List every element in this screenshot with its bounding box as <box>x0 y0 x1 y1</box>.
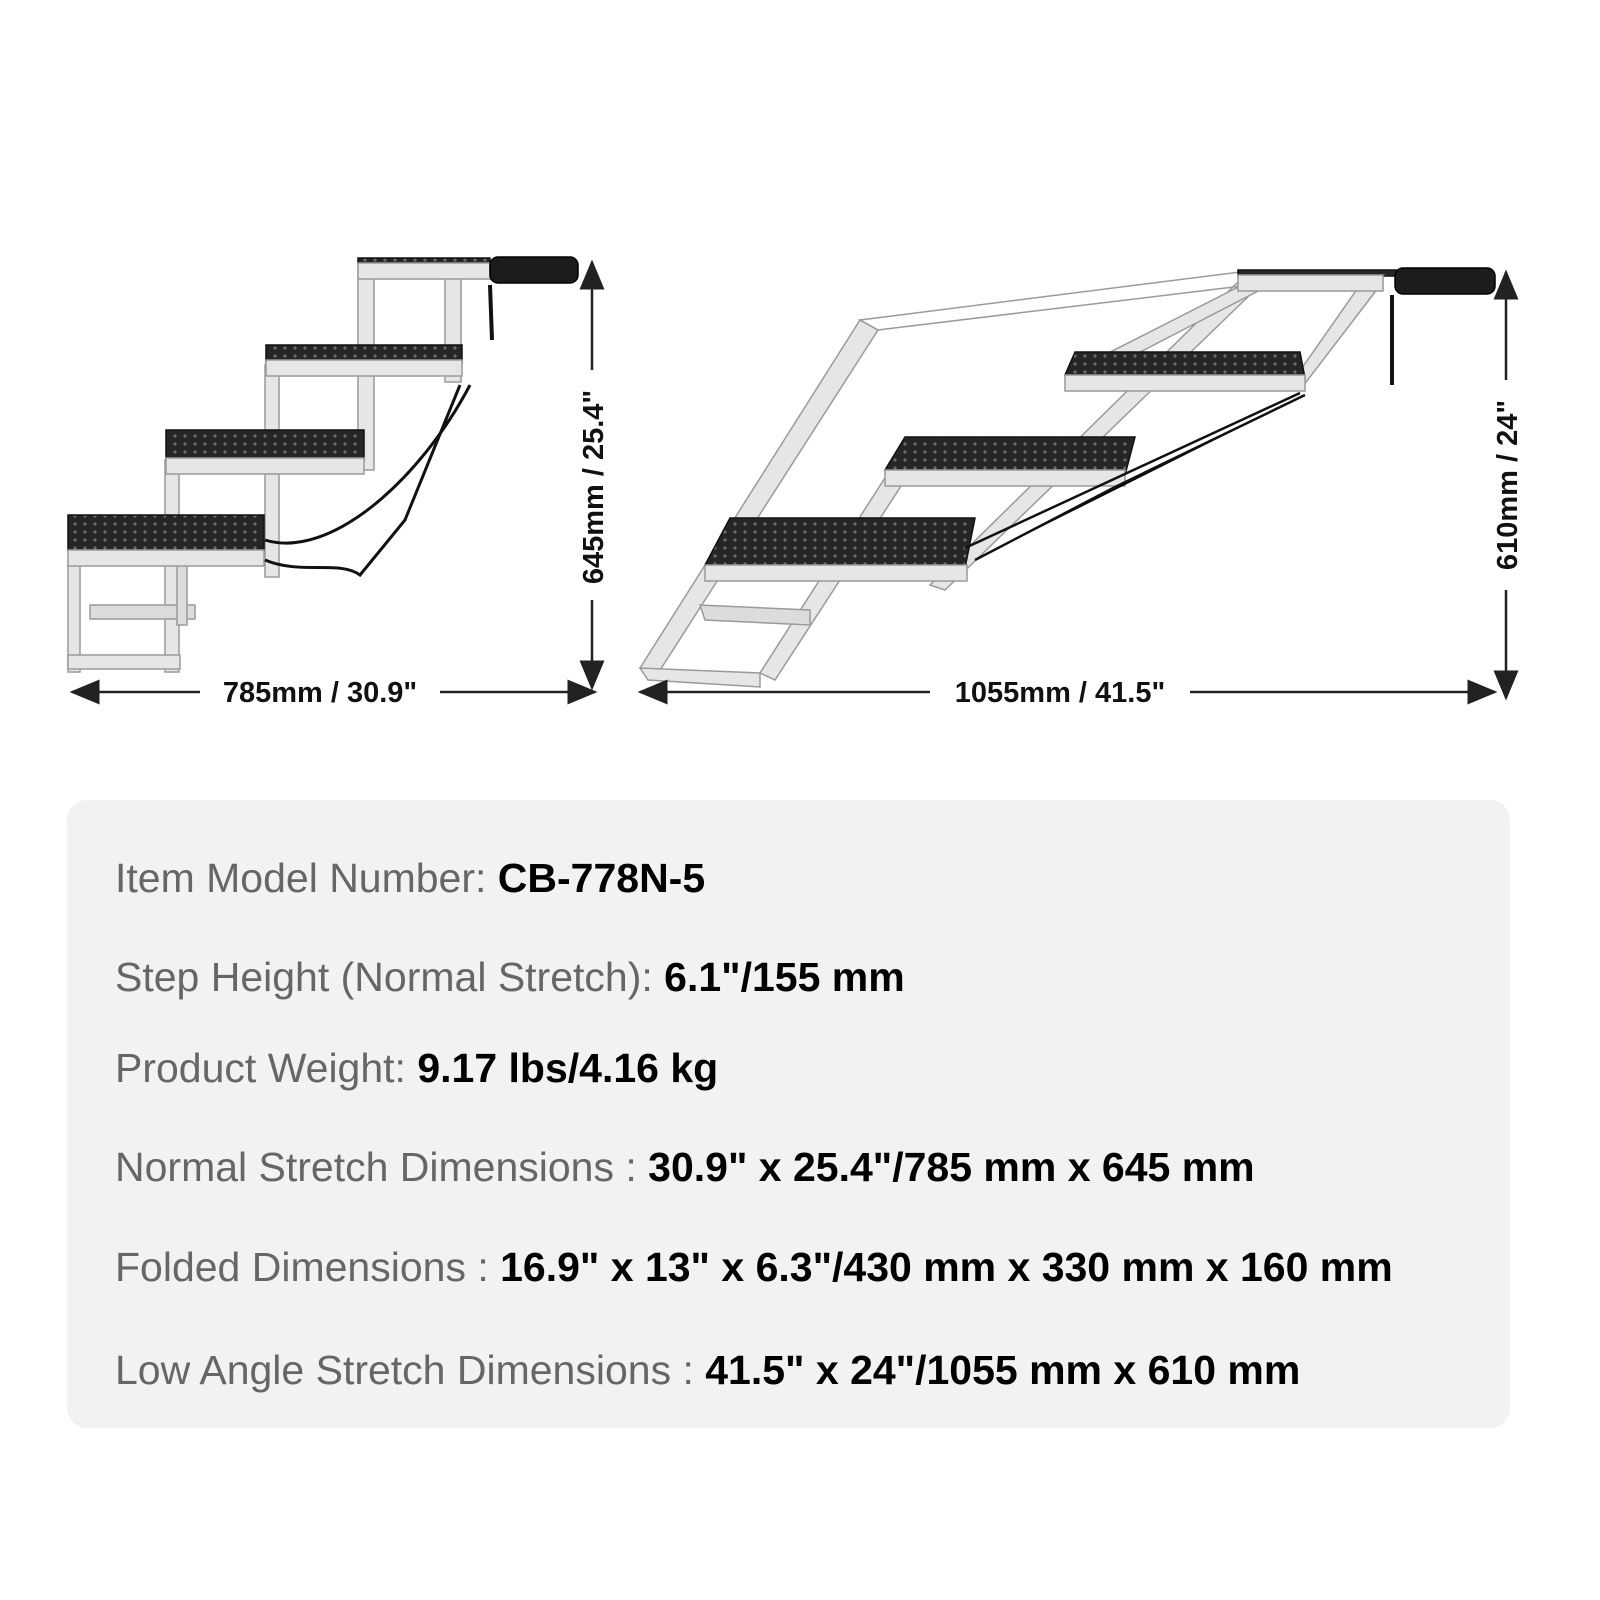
spec-value: 41.5" x 24"/1055 mm x 610 mm <box>705 1347 1301 1393</box>
spec-normal-dimensions: Normal Stretch Dimensions : 30.9" x 25.4… <box>115 1147 1255 1188</box>
spec-weight: Product Weight: 9.17 lbs/4.16 kg <box>115 1048 718 1089</box>
spec-folded-dimensions: Folded Dimensions : 16.9" x 13" x 6.3"/4… <box>115 1247 1393 1288</box>
spec-value: 16.9" x 13" x 6.3"/430 mm x 330 mm x 160… <box>500 1244 1393 1290</box>
product-dimension-drawing: 785mm / 30.9" 645mm / 25.4" 1055mm / 41.… <box>67 256 1524 709</box>
spec-label: Low Angle Stretch Dimensions : <box>115 1347 706 1393</box>
normal-width-label: 785mm / 30.9" <box>223 677 417 709</box>
normal-stretch-stairs <box>67 256 579 673</box>
specifications-panel: Item Model Number: CB-778N-5 Step Height… <box>67 800 1510 1428</box>
spec-label: Step Height (Normal Stretch): <box>115 954 665 1000</box>
spec-low-angle-dimensions: Low Angle Stretch Dimensions : 41.5" x 2… <box>115 1350 1300 1391</box>
handle-grip <box>489 256 579 284</box>
spec-value: 30.9" x 25.4"/785 mm x 645 mm <box>648 1144 1255 1190</box>
dimension-normal-height: 645mm / 25.4" <box>578 259 610 691</box>
normal-height-label: 645mm / 25.4" <box>578 390 610 584</box>
dimension-low-width: 1055mm / 41.5" <box>637 677 1498 709</box>
low-angle-stairs <box>638 267 1496 688</box>
spec-value: 6.1"/155 mm <box>664 954 905 1000</box>
spec-label: Normal Stretch Dimensions : <box>115 1144 649 1190</box>
low-height-label: 610mm / 24" <box>1492 400 1524 570</box>
spec-value: CB-778N-5 <box>497 855 706 901</box>
handle-grip <box>1394 267 1496 295</box>
spec-label: Product Weight: <box>115 1045 418 1091</box>
low-width-label: 1055mm / 41.5" <box>955 677 1165 709</box>
spec-model-number: Item Model Number: CB-778N-5 <box>115 858 705 899</box>
dimension-normal-width: 785mm / 30.9" <box>69 677 598 709</box>
spec-value: 9.17 lbs/4.16 kg <box>417 1045 719 1091</box>
dimension-low-height: 610mm / 24" <box>1492 269 1524 701</box>
spec-label: Folded Dimensions : <box>115 1244 501 1290</box>
spec-label: Item Model Number: <box>115 855 498 901</box>
spec-step-height: Step Height (Normal Stretch): 6.1"/155 m… <box>115 957 905 998</box>
